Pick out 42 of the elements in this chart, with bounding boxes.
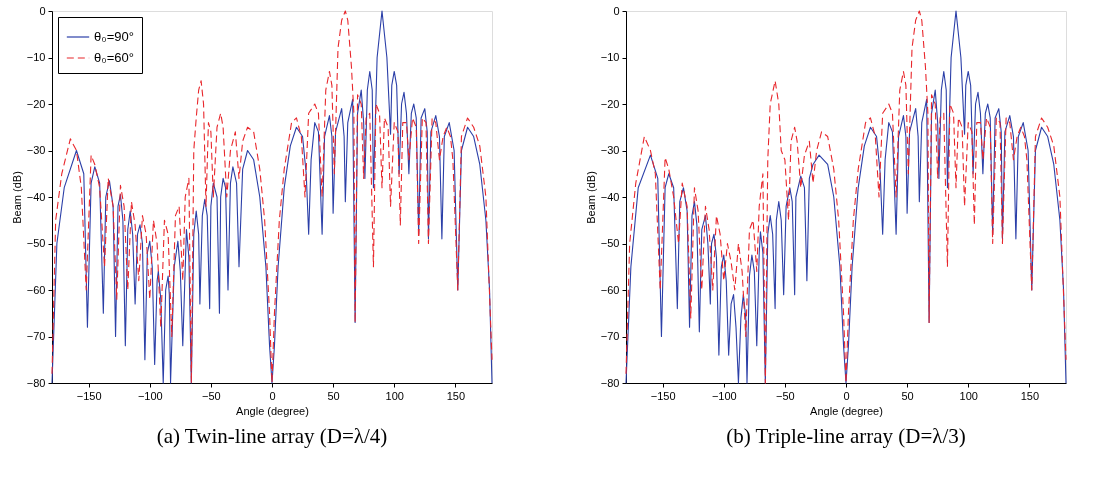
y-tick-label: −20	[600, 97, 620, 110]
y-tick-label: −80	[26, 376, 46, 389]
text: (b) Triple-line array (D=λ/3)	[726, 424, 966, 448]
x-tick-label: −50	[776, 389, 795, 402]
x-tick-label: 0	[269, 389, 276, 402]
legend-label: θ₀=60°	[94, 50, 134, 65]
legend-label: θ₀=90°	[94, 29, 134, 44]
x-tick-label: 0	[843, 389, 850, 402]
y-tick-label: −70	[26, 330, 46, 342]
x-tick-label: −150	[650, 389, 676, 402]
y-tick-label: −40	[26, 190, 46, 203]
y-tick-label: −10	[26, 51, 46, 63]
y-tick-label: −20	[26, 97, 46, 110]
y-tick-label: −50	[26, 237, 46, 249]
y-axis-title: Beam (dB)	[10, 171, 23, 224]
text: (a) Twin-line array (D=λ/4)	[156, 424, 388, 448]
y-tick-label: −30	[26, 144, 46, 156]
x-axis-title: Angle (degree)	[236, 404, 309, 417]
y-tick-label: 0	[39, 4, 46, 17]
y-tick-label: −60	[600, 283, 620, 296]
y-tick-label: −10	[600, 51, 620, 63]
x-tick-label: 100	[385, 389, 404, 402]
x-tick-label: −150	[76, 389, 102, 402]
y-tick-label: −70	[600, 330, 620, 342]
line-series	[625, 10, 1067, 384]
y-tick-label: −30	[600, 144, 620, 156]
line-series	[51, 10, 493, 384]
x-tick-label: −100	[711, 389, 737, 402]
y-tick-label: 0	[613, 4, 620, 17]
x-tick-label: 150	[1020, 389, 1040, 402]
x-tick-label: −50	[202, 389, 221, 402]
y-tick-label: −50	[600, 237, 620, 249]
x-axis-title: Angle (degree)	[810, 404, 883, 417]
x-tick-label: 150	[446, 389, 466, 402]
y-tick-label: −40	[600, 190, 620, 203]
x-tick-label: 100	[959, 389, 978, 402]
x-tick-label: 50	[901, 389, 914, 402]
x-tick-label: 50	[327, 389, 340, 402]
y-axis-title: Beam (dB)	[584, 171, 597, 224]
y-tick-label: −80	[600, 376, 620, 389]
y-tick-label: −60	[26, 283, 46, 296]
x-tick-label: −100	[137, 389, 163, 402]
